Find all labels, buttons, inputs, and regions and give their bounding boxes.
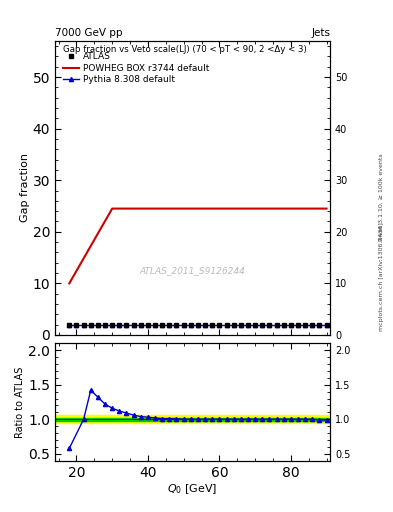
Pythia 8.308 default bbox=[260, 322, 264, 328]
ATLAS bbox=[181, 322, 186, 328]
Pythia 8.308 default bbox=[160, 322, 165, 328]
Pythia 8.308 default bbox=[81, 322, 86, 328]
ATLAS bbox=[267, 322, 272, 328]
Pythia 8.308 default bbox=[145, 322, 150, 328]
ATLAS bbox=[281, 322, 286, 328]
ATLAS bbox=[188, 322, 193, 328]
Pythia 8.308 default bbox=[317, 322, 322, 328]
Text: 7000 GeV pp: 7000 GeV pp bbox=[55, 28, 123, 38]
ATLAS bbox=[160, 322, 165, 328]
Pythia 8.308 default bbox=[246, 322, 250, 328]
Pythia 8.308 default bbox=[217, 322, 222, 328]
POWHEG BOX r3744 default bbox=[110, 205, 114, 211]
Text: Gap fraction vs Veto scale(LJ) (70 < pT < 90, 2 <Δy < 3): Gap fraction vs Veto scale(LJ) (70 < pT … bbox=[63, 46, 307, 54]
ATLAS bbox=[174, 322, 179, 328]
Line: ATLAS: ATLAS bbox=[67, 323, 329, 327]
ATLAS bbox=[296, 322, 300, 328]
ATLAS bbox=[103, 322, 107, 328]
Y-axis label: Gap fraction: Gap fraction bbox=[20, 154, 30, 222]
Pythia 8.308 default bbox=[181, 322, 186, 328]
ATLAS bbox=[110, 322, 114, 328]
Pythia 8.308 default bbox=[203, 322, 208, 328]
Pythia 8.308 default bbox=[188, 322, 193, 328]
ATLAS bbox=[74, 322, 79, 328]
ATLAS bbox=[274, 322, 279, 328]
ATLAS bbox=[210, 322, 215, 328]
ATLAS bbox=[88, 322, 93, 328]
Pythia 8.308 default bbox=[74, 322, 79, 328]
X-axis label: $Q_0$ [GeV]: $Q_0$ [GeV] bbox=[167, 482, 218, 496]
Pythia 8.308 default bbox=[103, 322, 107, 328]
ATLAS bbox=[324, 322, 329, 328]
ATLAS bbox=[153, 322, 158, 328]
Pythia 8.308 default bbox=[324, 322, 329, 328]
Pythia 8.308 default bbox=[210, 322, 215, 328]
Pythia 8.308 default bbox=[253, 322, 257, 328]
ATLAS bbox=[167, 322, 172, 328]
ATLAS bbox=[117, 322, 122, 328]
Pythia 8.308 default bbox=[95, 322, 100, 328]
ATLAS bbox=[239, 322, 243, 328]
ATLAS bbox=[138, 322, 143, 328]
Bar bbox=[55, 415, 330, 423]
Pythia 8.308 default bbox=[196, 322, 200, 328]
ATLAS bbox=[288, 322, 293, 328]
Pythia 8.308 default bbox=[288, 322, 293, 328]
ATLAS bbox=[67, 322, 72, 328]
ATLAS bbox=[246, 322, 250, 328]
Pythia 8.308 default bbox=[231, 322, 236, 328]
Pythia 8.308 default bbox=[224, 322, 229, 328]
Pythia 8.308 default bbox=[174, 322, 179, 328]
Text: Jets: Jets bbox=[311, 28, 330, 38]
Text: Rivet 3.1.10, ≥ 100k events: Rivet 3.1.10, ≥ 100k events bbox=[379, 153, 384, 241]
Text: ATLAS_2011_S9126244: ATLAS_2011_S9126244 bbox=[140, 266, 246, 275]
Text: mcplots.cern.ch [arXiv:1306.3436]: mcplots.cern.ch [arXiv:1306.3436] bbox=[379, 222, 384, 331]
ATLAS bbox=[131, 322, 136, 328]
ATLAS bbox=[303, 322, 307, 328]
Pythia 8.308 default bbox=[88, 322, 93, 328]
ATLAS bbox=[203, 322, 208, 328]
Pythia 8.308 default bbox=[67, 322, 72, 328]
ATLAS bbox=[95, 322, 100, 328]
Pythia 8.308 default bbox=[281, 322, 286, 328]
ATLAS bbox=[196, 322, 200, 328]
Legend: ATLAS, POWHEG BOX r3744 default, Pythia 8.308 default: ATLAS, POWHEG BOX r3744 default, Pythia … bbox=[61, 50, 212, 87]
Pythia 8.308 default bbox=[138, 322, 143, 328]
Pythia 8.308 default bbox=[296, 322, 300, 328]
ATLAS bbox=[260, 322, 264, 328]
Y-axis label: Ratio to ATLAS: Ratio to ATLAS bbox=[15, 366, 26, 438]
ATLAS bbox=[231, 322, 236, 328]
ATLAS bbox=[145, 322, 150, 328]
Pythia 8.308 default bbox=[110, 322, 114, 328]
ATLAS bbox=[253, 322, 257, 328]
Pythia 8.308 default bbox=[310, 322, 315, 328]
Line: Pythia 8.308 default: Pythia 8.308 default bbox=[67, 323, 329, 327]
Pythia 8.308 default bbox=[274, 322, 279, 328]
Bar bbox=[55, 418, 330, 421]
Line: POWHEG BOX r3744 default: POWHEG BOX r3744 default bbox=[69, 208, 327, 283]
ATLAS bbox=[317, 322, 322, 328]
Pythia 8.308 default bbox=[239, 322, 243, 328]
POWHEG BOX r3744 default bbox=[67, 280, 72, 286]
POWHEG BOX r3744 default bbox=[324, 205, 329, 211]
Pythia 8.308 default bbox=[167, 322, 172, 328]
ATLAS bbox=[81, 322, 86, 328]
Pythia 8.308 default bbox=[124, 322, 129, 328]
Pythia 8.308 default bbox=[267, 322, 272, 328]
ATLAS bbox=[310, 322, 315, 328]
Pythia 8.308 default bbox=[117, 322, 122, 328]
Pythia 8.308 default bbox=[153, 322, 158, 328]
ATLAS bbox=[217, 322, 222, 328]
Pythia 8.308 default bbox=[303, 322, 307, 328]
ATLAS bbox=[224, 322, 229, 328]
ATLAS bbox=[124, 322, 129, 328]
Pythia 8.308 default bbox=[131, 322, 136, 328]
